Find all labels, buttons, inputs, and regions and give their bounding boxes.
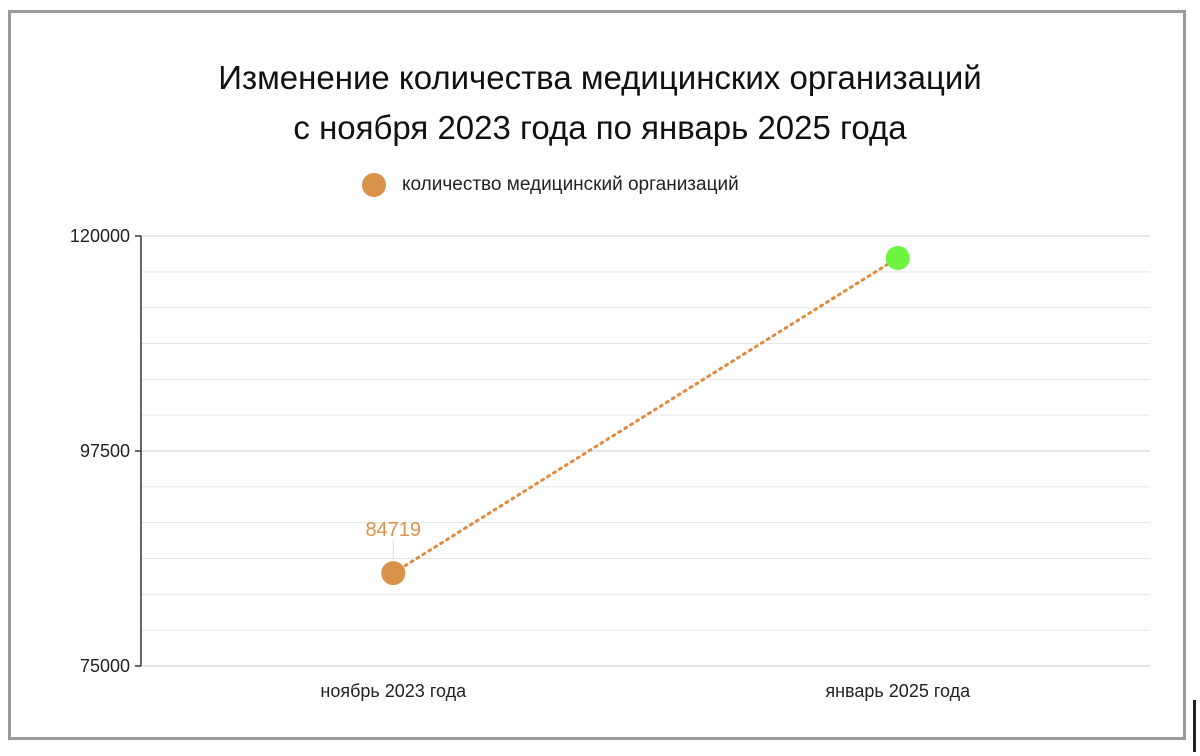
chart-title-line-2: с ноября 2023 года по январь 2025 года xyxy=(293,109,907,146)
right-edge-bar xyxy=(1193,700,1196,752)
x-tick-label-1: январь 2025 года xyxy=(825,681,971,701)
x-tick-label-0: ноябрь 2023 года xyxy=(320,681,467,701)
chart-legend: количество медицинский организаций xyxy=(362,172,739,198)
chart-frame xyxy=(8,10,1186,740)
legend-label: количество медицинский организаций xyxy=(402,174,739,195)
legend-marker xyxy=(362,173,386,197)
data-point-1 xyxy=(885,245,910,270)
y-tick-label-0: 120000 xyxy=(70,226,130,246)
y-tick-label-2: 75000 xyxy=(80,656,130,676)
y-tick-label-1: 97500 xyxy=(80,441,130,461)
chart-title-line-1: Изменение количества медицинских организ… xyxy=(218,59,982,96)
series-line xyxy=(391,256,900,575)
data-point-0 xyxy=(381,561,406,586)
data-label-0: 84719 xyxy=(365,519,421,541)
